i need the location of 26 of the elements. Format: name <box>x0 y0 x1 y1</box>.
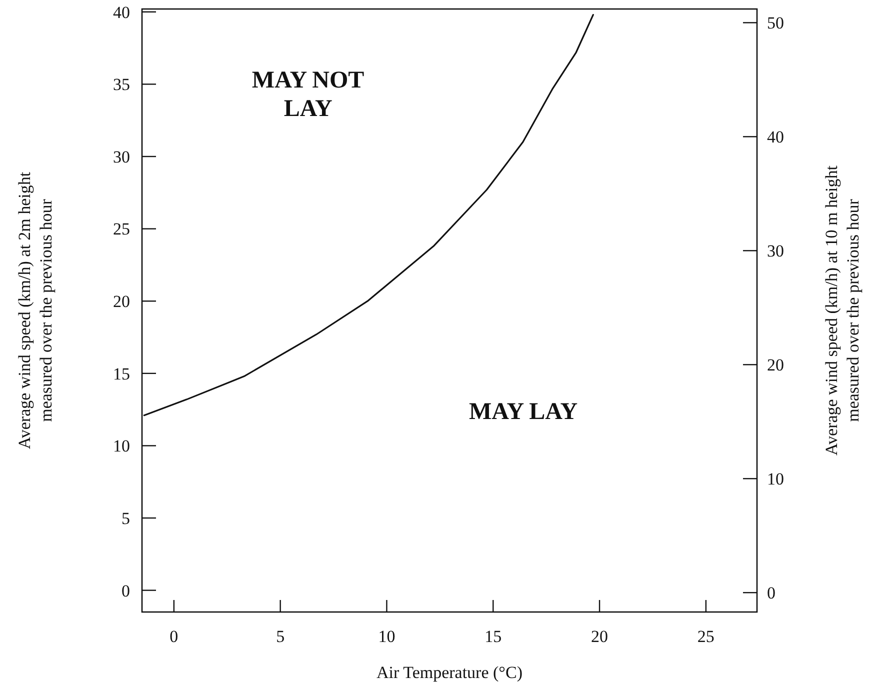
y2-tick-label: 50 <box>767 14 784 33</box>
y-tick-label: 5 <box>122 508 130 528</box>
x-tick-label: 15 <box>484 627 502 646</box>
y2-tick-label: 10 <box>767 470 784 489</box>
y-axis-title: Average wind speed (km/h) at 2m height measured over the previous hour <box>15 172 56 450</box>
y-tick-label: 20 <box>113 292 130 312</box>
x-tick-label: 0 <box>170 627 178 646</box>
x-tick-label: 5 <box>276 627 285 646</box>
y-tick-label: 25 <box>113 220 130 239</box>
y2-tick-label: 40 <box>767 128 784 147</box>
y-tick-label: 40 <box>113 2 130 22</box>
y-tick-label: 0 <box>122 581 130 600</box>
x-tick-label: 10 <box>378 627 396 646</box>
x-tick-label: 25 <box>697 627 714 646</box>
y2-tick-label: 20 <box>767 356 784 375</box>
y2-tick-label: 30 <box>767 242 784 261</box>
x-tick-label: 20 <box>591 627 608 646</box>
x-axis-title: Air Temperature (°C) <box>376 663 522 682</box>
y-tick-label: 10 <box>113 436 130 456</box>
y-tick-label: 30 <box>113 147 130 166</box>
annotation: MAY LAY <box>468 399 578 426</box>
y-tick-label: 15 <box>113 364 130 384</box>
y2-axis-title: Average wind speed (km/h) at 10 m height measured over the previous hour <box>822 165 862 456</box>
y2-tick-label: 0 <box>767 584 776 603</box>
y-tick-label: 35 <box>113 75 130 94</box>
annotation: MAY NOT LAY <box>252 67 364 122</box>
